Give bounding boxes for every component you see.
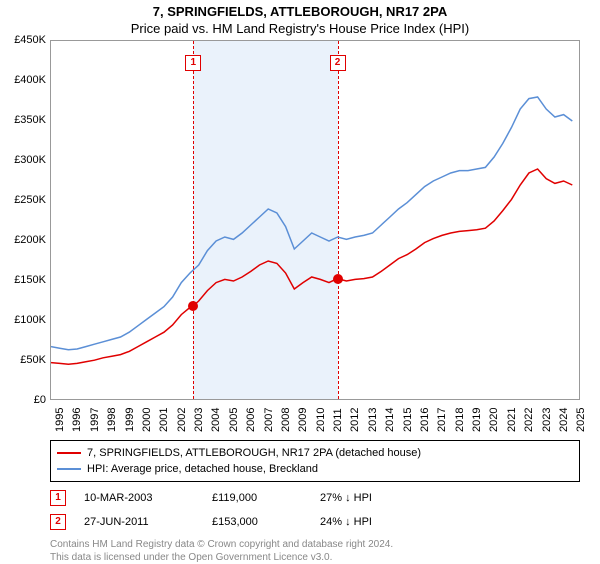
x-axis-tick: 2023 (541, 408, 553, 432)
y-axis-tick: £50K (20, 354, 46, 366)
sale-diff: 27% ↓ HPI (320, 492, 420, 504)
sale-diff: 24% ↓ HPI (320, 516, 420, 528)
x-axis-tick: 2021 (506, 408, 518, 432)
legend-item: HPI: Average price, detached house, Brec… (57, 461, 573, 477)
y-axis-tick: £400K (14, 74, 46, 86)
x-axis-tick: 1997 (89, 408, 101, 432)
x-axis-tick: 2004 (210, 408, 222, 432)
x-axis-tick: 1998 (106, 408, 118, 432)
x-axis-tick: 2007 (263, 408, 275, 432)
legend-item: 7, SPRINGFIELDS, ATTLEBOROUGH, NR17 2PA … (57, 445, 573, 461)
x-axis-tick: 2002 (176, 408, 188, 432)
x-axis-tick: 2010 (315, 408, 327, 432)
x-axis-tick: 2011 (332, 408, 344, 432)
legend-swatch (57, 468, 81, 470)
x-axis-tick: 2000 (141, 408, 153, 432)
x-axis-tick: 2012 (349, 408, 361, 432)
x-axis-tick: 1999 (124, 408, 136, 432)
series-hpi (51, 97, 572, 350)
y-axis-tick: £100K (14, 314, 46, 326)
chart-title: 7, SPRINGFIELDS, ATTLEBOROUGH, NR17 2PA (0, 0, 600, 19)
y-axis-tick: £300K (14, 154, 46, 166)
legend-label: 7, SPRINGFIELDS, ATTLEBOROUGH, NR17 2PA … (87, 445, 421, 461)
series-property (51, 169, 572, 364)
sale-date: 27-JUN-2011 (84, 516, 194, 528)
line-series (51, 41, 581, 401)
legend: 7, SPRINGFIELDS, ATTLEBOROUGH, NR17 2PA … (50, 440, 580, 482)
plot-region: 12 (50, 40, 580, 400)
sale-row: 2 27-JUN-2011 £153,000 24% ↓ HPI (50, 514, 600, 530)
sale-point-marker (333, 274, 343, 284)
sale-marker-box: 1 (185, 55, 201, 71)
sale-marker-box: 2 (330, 55, 346, 71)
x-axis-tick: 2025 (575, 408, 587, 432)
x-axis-tick: 2003 (193, 408, 205, 432)
sale-row: 1 10-MAR-2003 £119,000 27% ↓ HPI (50, 490, 600, 506)
sale-price: £153,000 (212, 516, 302, 528)
x-axis-tick: 2013 (367, 408, 379, 432)
chart-area: 12 £0£50K£100K£150K£200K£250K£300K£350K£… (50, 40, 580, 400)
legend-label: HPI: Average price, detached house, Brec… (87, 461, 318, 477)
y-axis-tick: £0 (34, 394, 46, 406)
legend-swatch (57, 452, 81, 454)
x-axis-tick: 2009 (297, 408, 309, 432)
x-axis-tick: 2017 (436, 408, 448, 432)
x-axis-tick: 1996 (71, 408, 83, 432)
x-axis-tick: 2015 (402, 408, 414, 432)
sale-price: £119,000 (212, 492, 302, 504)
sale-row-marker: 2 (50, 514, 66, 530)
y-axis-tick: £200K (14, 234, 46, 246)
footer-line-1: Contains HM Land Registry data © Crown c… (50, 538, 600, 551)
x-axis-tick: 2016 (419, 408, 431, 432)
footer-attribution: Contains HM Land Registry data © Crown c… (50, 538, 600, 564)
x-axis-tick: 2005 (228, 408, 240, 432)
x-axis-tick: 1995 (54, 408, 66, 432)
sale-date: 10-MAR-2003 (84, 492, 194, 504)
sale-row-marker: 1 (50, 490, 66, 506)
sale-point-marker (188, 301, 198, 311)
x-axis-tick: 2014 (384, 408, 396, 432)
x-axis-tick: 2019 (471, 408, 483, 432)
chart-container: 7, SPRINGFIELDS, ATTLEBOROUGH, NR17 2PA … (0, 0, 600, 560)
x-axis-tick: 2018 (454, 408, 466, 432)
x-axis-tick: 2006 (245, 408, 257, 432)
x-axis-tick: 2008 (280, 408, 292, 432)
y-axis-tick: £250K (14, 194, 46, 206)
x-axis-tick: 2022 (523, 408, 535, 432)
footer-line-2: This data is licensed under the Open Gov… (50, 551, 600, 564)
x-axis-tick: 2024 (558, 408, 570, 432)
x-axis-tick: 2020 (488, 408, 500, 432)
y-axis-tick: £150K (14, 274, 46, 286)
chart-subtitle: Price paid vs. HM Land Registry's House … (0, 19, 600, 40)
y-axis-tick: £350K (14, 114, 46, 126)
y-axis-tick: £450K (14, 34, 46, 46)
x-axis-tick: 2001 (158, 408, 170, 432)
